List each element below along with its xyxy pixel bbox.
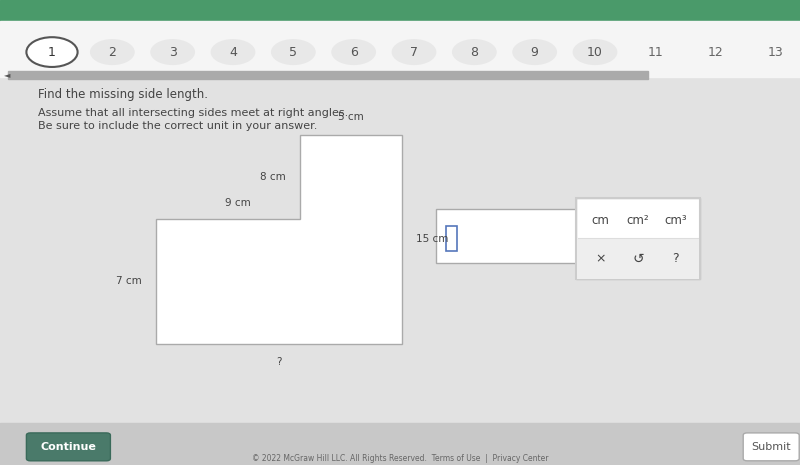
Circle shape — [452, 39, 497, 65]
Circle shape — [573, 39, 618, 65]
Text: 11: 11 — [647, 46, 663, 59]
Text: Submit: Submit — [751, 442, 791, 452]
Circle shape — [210, 39, 255, 65]
Circle shape — [150, 39, 195, 65]
Text: Continue: Continue — [40, 442, 96, 452]
Text: 2: 2 — [108, 46, 116, 59]
Text: ◄: ◄ — [4, 70, 10, 80]
Bar — [576, 198, 700, 279]
Text: 8 cm: 8 cm — [260, 172, 286, 182]
Text: 7: 7 — [410, 46, 418, 59]
Bar — [577, 239, 699, 279]
Text: Be sure to include the correct unit in your answer.: Be sure to include the correct unit in y… — [38, 120, 318, 131]
Bar — [0, 423, 800, 465]
Text: 7 cm: 7 cm — [116, 276, 142, 286]
Text: 5 cm: 5 cm — [338, 112, 364, 122]
Text: ?: ? — [672, 252, 678, 265]
Text: 9 cm: 9 cm — [225, 198, 250, 208]
Text: ↺: ↺ — [632, 252, 644, 266]
Text: ×: × — [595, 252, 606, 265]
Text: cm²: cm² — [626, 214, 650, 227]
Bar — [0, 79, 800, 425]
Bar — [446, 226, 457, 251]
Circle shape — [512, 39, 557, 65]
Text: cm: cm — [592, 214, 610, 227]
Text: 12: 12 — [708, 46, 723, 59]
Text: 13: 13 — [768, 46, 784, 59]
Text: 5: 5 — [290, 46, 298, 59]
Text: 3: 3 — [169, 46, 177, 59]
Text: 6: 6 — [350, 46, 358, 59]
FancyBboxPatch shape — [26, 433, 110, 461]
Text: Find the missing side length.: Find the missing side length. — [38, 88, 208, 101]
Circle shape — [90, 39, 134, 65]
Text: 8: 8 — [470, 46, 478, 59]
Text: cm³: cm³ — [664, 214, 686, 227]
Text: Assume that all intersecting sides meet at right angles.: Assume that all intersecting sides meet … — [38, 107, 349, 118]
Bar — [8, 71, 648, 79]
Text: 10: 10 — [587, 46, 603, 59]
Circle shape — [26, 37, 78, 67]
Text: © 2022 McGraw Hill LLC. All Rights Reserved.  Terms of Use  |  Privacy Center: © 2022 McGraw Hill LLC. All Rights Reser… — [252, 454, 548, 463]
Text: 9: 9 — [530, 46, 538, 59]
Bar — [0, 0, 800, 21]
Polygon shape — [156, 135, 402, 344]
Text: ?: ? — [276, 357, 282, 367]
Bar — [576, 198, 700, 279]
Text: 4: 4 — [229, 46, 237, 59]
Circle shape — [271, 39, 316, 65]
Bar — [0, 21, 800, 77]
Text: 1: 1 — [48, 46, 56, 59]
Circle shape — [331, 39, 376, 65]
Bar — [436, 209, 576, 263]
Text: 15 cm: 15 cm — [416, 234, 448, 245]
Circle shape — [392, 39, 437, 65]
FancyBboxPatch shape — [743, 433, 799, 461]
